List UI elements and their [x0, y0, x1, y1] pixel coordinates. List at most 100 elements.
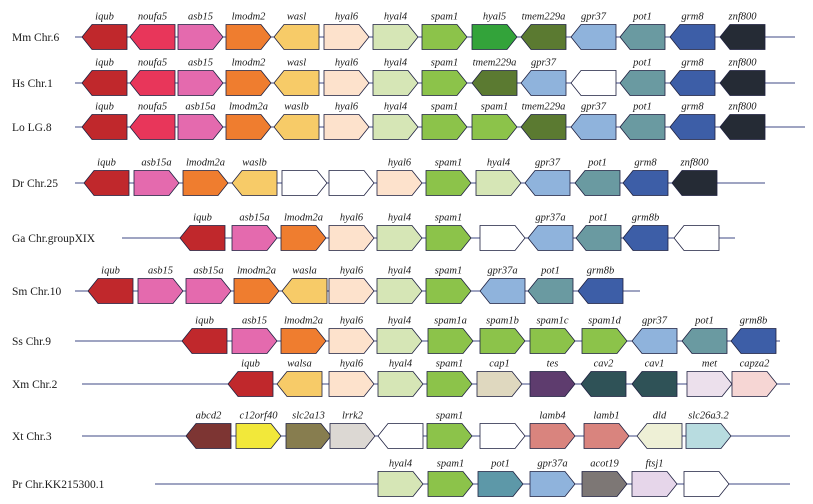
gene-arrow-slc2a13[interactable]: [285, 423, 332, 449]
gene-arrow-iqub[interactable]: [81, 114, 128, 140]
gene-arrow-asb15a[interactable]: [133, 170, 180, 196]
gene-arrow-iqub[interactable]: [87, 278, 134, 304]
gene-arrow-met[interactable]: [686, 371, 733, 397]
gene-arrow-iqub[interactable]: [181, 328, 228, 354]
gene-arrow-grm8[interactable]: [669, 114, 716, 140]
gene-arrow-hyal6[interactable]: [328, 278, 375, 304]
gene-arrow-gpr37a[interactable]: [529, 471, 576, 497]
gene-arrow-iqub[interactable]: [227, 371, 274, 397]
gene-arrow-waslb[interactable]: [273, 114, 320, 140]
gene-arrow-lmodm2[interactable]: [225, 70, 272, 96]
gene-arrow-hyal6[interactable]: [323, 70, 370, 96]
gene-arrow-gpr37[interactable]: [570, 114, 617, 140]
gene-arrow-spam1d[interactable]: [581, 328, 628, 354]
gene-arrow-pot1[interactable]: [574, 170, 621, 196]
gene-arrow-lmodm2a[interactable]: [182, 170, 229, 196]
gene-arrow-znf800[interactable]: [719, 24, 766, 50]
gene-arrow-hyal6[interactable]: [328, 225, 375, 251]
gene-arrow-spam1[interactable]: [471, 114, 518, 140]
gene-arrow-hyal4[interactable]: [376, 328, 423, 354]
gene-arrow-asb15[interactable]: [177, 70, 224, 96]
gene-arrow-tmem229a[interactable]: [471, 70, 518, 96]
gene-arrow-hyal4[interactable]: [377, 471, 424, 497]
gene-arrow-gpr37[interactable]: [524, 170, 571, 196]
gene-arrow-lmodm2[interactable]: [225, 24, 272, 50]
gene-arrow-noufa5[interactable]: [129, 70, 176, 96]
gene-arrow-asb15[interactable]: [231, 328, 278, 354]
gene-arrow-grm8b[interactable]: [577, 278, 624, 304]
gene-arrow-znf800[interactable]: [719, 114, 766, 140]
gene-arrow-lmodm2a[interactable]: [233, 278, 280, 304]
gene-arrow-lrrk2[interactable]: [329, 423, 376, 449]
gene-arrow-hyal6[interactable]: [323, 114, 370, 140]
gene-arrow-unnamed[interactable]: [328, 170, 375, 196]
gene-arrow-wasl[interactable]: [273, 24, 320, 50]
gene-arrow-unnamed[interactable]: [281, 170, 328, 196]
gene-arrow-lamb4[interactable]: [529, 423, 576, 449]
gene-arrow-gpr37[interactable]: [520, 70, 567, 96]
gene-arrow-spam1c[interactable]: [529, 328, 576, 354]
gene-arrow-gpr37a[interactable]: [479, 278, 526, 304]
gene-arrow-wasla[interactable]: [281, 278, 328, 304]
gene-arrow-iqub[interactable]: [81, 24, 128, 50]
gene-arrow-hyal4[interactable]: [376, 225, 423, 251]
gene-arrow-hyal4[interactable]: [372, 70, 419, 96]
gene-arrow-unnamed[interactable]: [673, 225, 720, 251]
gene-arrow-grm8[interactable]: [669, 70, 716, 96]
gene-arrow-asb15a[interactable]: [231, 225, 278, 251]
gene-arrow-grm8[interactable]: [622, 170, 669, 196]
gene-arrow-ftsj1[interactable]: [631, 471, 678, 497]
gene-arrow-unnamed[interactable]: [377, 423, 424, 449]
gene-arrow-hyal5[interactable]: [471, 24, 518, 50]
gene-arrow-spam1[interactable]: [427, 471, 474, 497]
gene-arrow-unnamed[interactable]: [479, 225, 526, 251]
gene-arrow-hyal6[interactable]: [323, 24, 370, 50]
gene-arrow-hyal4[interactable]: [377, 371, 424, 397]
gene-arrow-pot1[interactable]: [619, 70, 666, 96]
gene-arrow-tmem229a[interactable]: [520, 24, 567, 50]
gene-arrow-lamb1[interactable]: [583, 423, 630, 449]
gene-arrow-gpr37[interactable]: [631, 328, 678, 354]
gene-arrow-walsa[interactable]: [276, 371, 323, 397]
gene-arrow-iqub[interactable]: [179, 225, 226, 251]
gene-arrow-spam1[interactable]: [421, 24, 468, 50]
gene-arrow-hyal6[interactable]: [376, 170, 423, 196]
gene-arrow-lmodm2a[interactable]: [280, 225, 327, 251]
gene-arrow-gpr37a[interactable]: [527, 225, 574, 251]
gene-arrow-cav1[interactable]: [631, 371, 678, 397]
gene-arrow-tmem229a[interactable]: [520, 114, 567, 140]
gene-arrow-pot1[interactable]: [619, 24, 666, 50]
gene-arrow-iqub[interactable]: [83, 170, 130, 196]
gene-arrow-unnamed[interactable]: [570, 70, 617, 96]
gene-arrow-spam1b[interactable]: [479, 328, 526, 354]
gene-arrow-abcd2[interactable]: [185, 423, 232, 449]
gene-arrow-noufa5[interactable]: [129, 114, 176, 140]
gene-arrow-lmodm2a[interactable]: [280, 328, 327, 354]
gene-arrow-spam1[interactable]: [425, 278, 472, 304]
gene-arrow-slc26a3-2[interactable]: [685, 423, 732, 449]
gene-arrow-tes[interactable]: [529, 371, 576, 397]
gene-arrow-c12orf40[interactable]: [235, 423, 282, 449]
gene-arrow-grm8[interactable]: [669, 24, 716, 50]
gene-arrow-cav2[interactable]: [580, 371, 627, 397]
gene-arrow-cap1[interactable]: [476, 371, 523, 397]
gene-arrow-hyal4[interactable]: [372, 114, 419, 140]
gene-arrow-unnamed[interactable]: [683, 471, 730, 497]
gene-arrow-hyal4[interactable]: [372, 24, 419, 50]
gene-arrow-gpr37[interactable]: [570, 24, 617, 50]
gene-arrow-znf800[interactable]: [671, 170, 718, 196]
gene-arrow-pot1[interactable]: [575, 225, 622, 251]
gene-arrow-pot1[interactable]: [681, 328, 728, 354]
gene-arrow-pot1[interactable]: [619, 114, 666, 140]
gene-arrow-iqub[interactable]: [81, 70, 128, 96]
gene-arrow-hyal4[interactable]: [376, 278, 423, 304]
gene-arrow-spam1[interactable]: [421, 70, 468, 96]
gene-arrow-unnamed[interactable]: [479, 423, 526, 449]
gene-arrow-spam1[interactable]: [425, 225, 472, 251]
gene-arrow-spam1[interactable]: [426, 371, 473, 397]
gene-arrow-grm8b[interactable]: [730, 328, 777, 354]
gene-arrow-spam1[interactable]: [425, 170, 472, 196]
gene-arrow-asb15[interactable]: [137, 278, 184, 304]
gene-arrow-dld[interactable]: [636, 423, 683, 449]
gene-arrow-spam1[interactable]: [426, 423, 473, 449]
